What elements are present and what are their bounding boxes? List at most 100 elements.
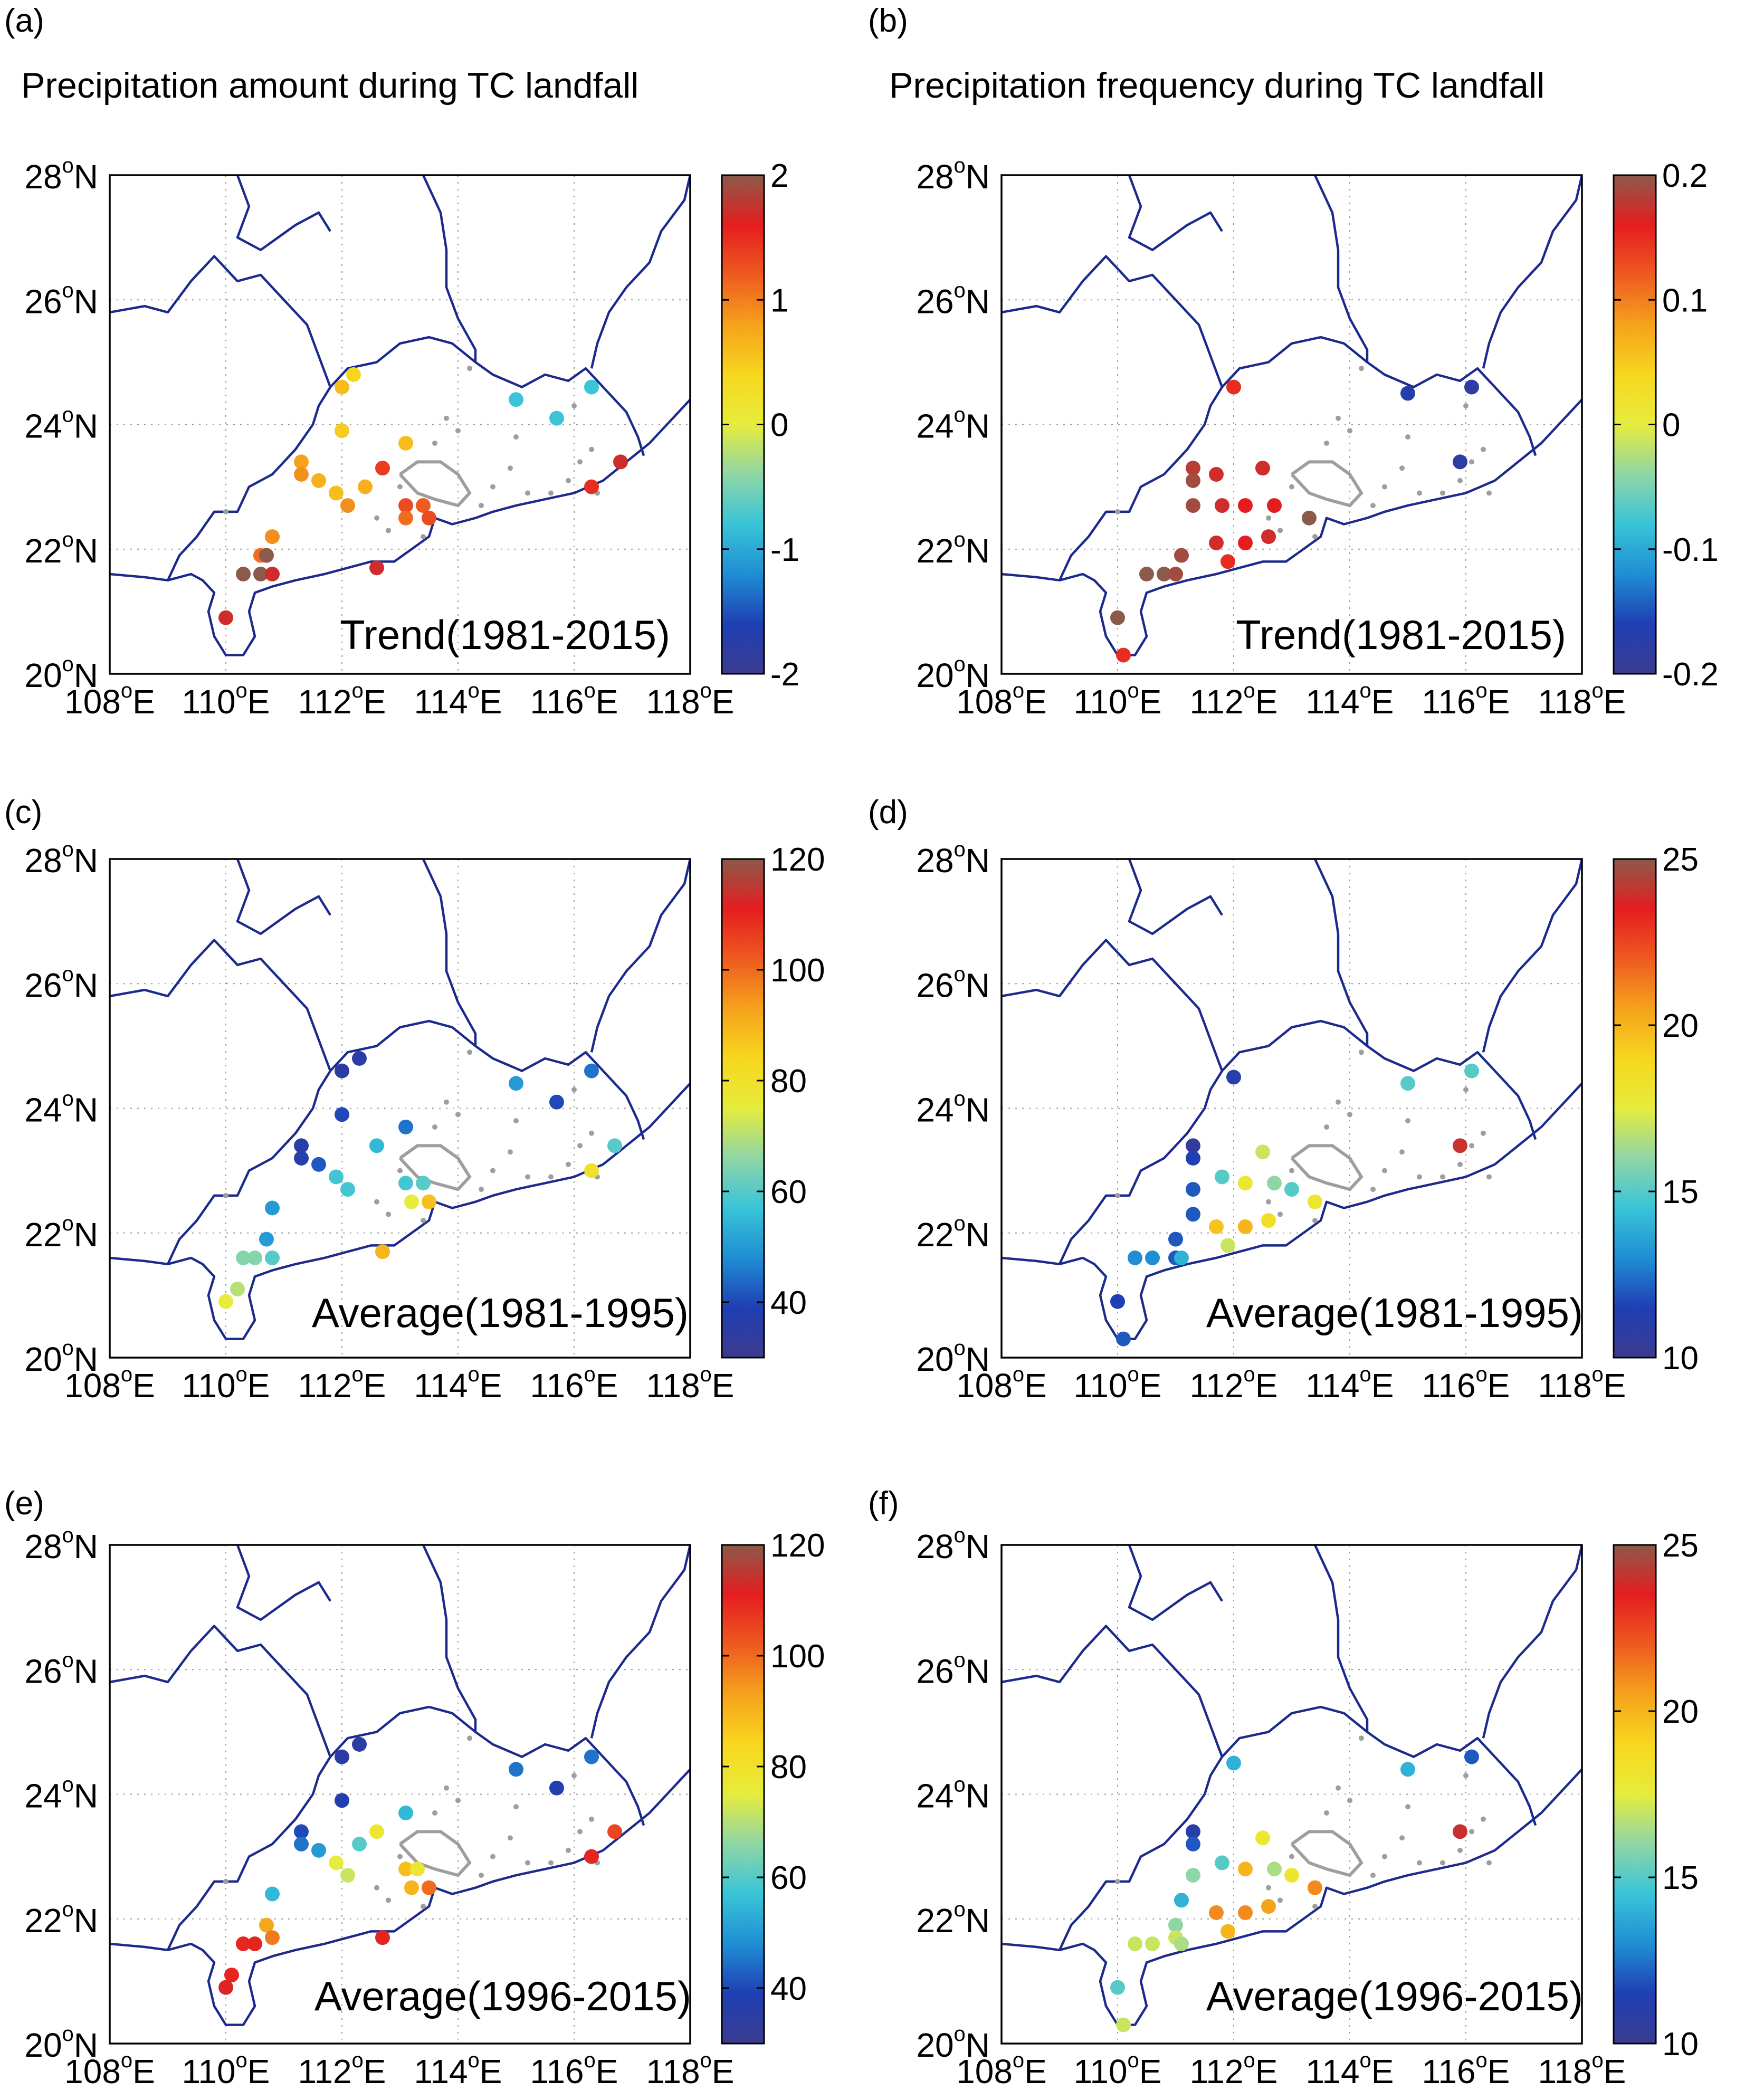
station-marker bbox=[1186, 461, 1200, 476]
station-marker bbox=[265, 567, 280, 581]
station-marker bbox=[1145, 1936, 1160, 1951]
station-marker bbox=[294, 1837, 309, 1851]
panel-label: (f) bbox=[868, 1485, 899, 1522]
lon-tick-label: 110oE bbox=[182, 2049, 270, 2091]
lat-suffix: N bbox=[74, 966, 98, 1004]
gray-station-marker bbox=[1463, 403, 1469, 409]
degree-mark: o bbox=[236, 2049, 247, 2072]
station-marker bbox=[1116, 1331, 1131, 1347]
boundary-line bbox=[110, 1768, 690, 2026]
colorbar-tick-label: 0.1 bbox=[1662, 282, 1708, 319]
lon-tick-label: 118oE bbox=[646, 679, 735, 721]
gray-station-marker bbox=[1481, 446, 1486, 452]
station-marker bbox=[1174, 1893, 1189, 1908]
station-marker bbox=[294, 467, 309, 482]
colorbar-tick-label: 100 bbox=[770, 1638, 825, 1675]
lat-tick-label: 24oN bbox=[24, 404, 98, 445]
map-frame bbox=[109, 174, 691, 675]
degree-mark: o bbox=[954, 1337, 966, 1360]
degree-mark: o bbox=[954, 528, 966, 551]
gray-station-marker bbox=[1359, 1049, 1364, 1055]
map-frame bbox=[1000, 1544, 1583, 2045]
colorbar-tick-label: 10 bbox=[1662, 2026, 1699, 2063]
lat-suffix: N bbox=[966, 1528, 990, 1566]
station-marker bbox=[398, 498, 413, 513]
degree-mark: o bbox=[1128, 2049, 1139, 2072]
gray-station-marker bbox=[455, 1798, 461, 1803]
station-marker bbox=[1220, 1924, 1235, 1939]
lon-tick-label: 110oE bbox=[1074, 1363, 1162, 1405]
station-marker bbox=[329, 1169, 344, 1185]
station-marker bbox=[335, 1063, 349, 1078]
gray-station-marker bbox=[577, 1829, 583, 1835]
station-marker bbox=[1110, 1980, 1125, 1995]
station-marker bbox=[329, 485, 344, 501]
gray-station-marker bbox=[589, 446, 594, 452]
station-marker bbox=[398, 435, 413, 451]
lon-suffix: E bbox=[132, 2053, 155, 2091]
colorbar-tick-label: 80 bbox=[770, 1063, 807, 1100]
gray-station-marker bbox=[1486, 490, 1492, 496]
degree-mark: o bbox=[1476, 2049, 1487, 2072]
degree-mark: o bbox=[1592, 679, 1604, 702]
station-marker bbox=[352, 1737, 367, 1752]
lat-suffix: N bbox=[74, 842, 98, 880]
lon-suffix: E bbox=[247, 1367, 270, 1405]
station-marker bbox=[607, 1824, 622, 1839]
lon-tick-label: 110oE bbox=[182, 679, 270, 721]
degree-mark: o bbox=[954, 1773, 966, 1797]
lon-suffix: E bbox=[1371, 2053, 1394, 2091]
gray-station-marker bbox=[1312, 1218, 1318, 1224]
degree-mark: o bbox=[62, 962, 74, 986]
degree-mark: o bbox=[954, 154, 966, 177]
gray-station-marker bbox=[397, 484, 403, 490]
lon-tick-label: 112oE bbox=[1190, 679, 1278, 721]
lon-suffix: E bbox=[1139, 1367, 1162, 1405]
gray-station-marker bbox=[1440, 1860, 1445, 1866]
station-marker bbox=[1110, 1294, 1125, 1309]
lat-suffix: N bbox=[74, 532, 98, 570]
station-marker bbox=[1267, 1176, 1282, 1191]
degree-mark: o bbox=[121, 1363, 132, 1386]
lon-tick-label: 114oE bbox=[414, 2049, 502, 2091]
lon-tick-label: 112oE bbox=[1190, 2049, 1278, 2091]
lon-suffix: E bbox=[1024, 1367, 1047, 1405]
boundary-line bbox=[1002, 939, 1224, 1072]
station-marker bbox=[1255, 461, 1270, 476]
station-marker bbox=[265, 529, 280, 545]
station-marker bbox=[369, 560, 384, 576]
station-marker bbox=[1308, 1880, 1322, 1895]
station-marker bbox=[422, 1880, 436, 1895]
lat-suffix: N bbox=[966, 282, 990, 320]
station-marker bbox=[1238, 1219, 1253, 1234]
degree-mark: o bbox=[954, 1087, 966, 1111]
station-marker bbox=[1157, 567, 1171, 581]
lon-tick-label: 116oE bbox=[530, 679, 618, 721]
lon-suffix: E bbox=[1255, 1367, 1278, 1405]
lat-tick-label: 28oN bbox=[916, 838, 990, 880]
gray-station-marker bbox=[571, 403, 577, 409]
gray-station-marker bbox=[1289, 1854, 1294, 1859]
lat-tick-label: 28oN bbox=[916, 1524, 990, 1566]
colorbar-tick-label: 0 bbox=[1662, 407, 1680, 444]
station-marker bbox=[398, 1119, 413, 1134]
lat-suffix: N bbox=[966, 158, 990, 196]
gray-station-marker bbox=[548, 1860, 554, 1866]
gray-station-marker bbox=[444, 1099, 449, 1105]
lat-suffix: N bbox=[74, 1652, 98, 1690]
colorbar-tick-label: 40 bbox=[770, 1285, 807, 1321]
station-marker bbox=[1174, 548, 1189, 563]
gray-station-marker bbox=[1370, 1187, 1376, 1192]
gray-station-marker bbox=[1486, 1860, 1492, 1866]
station-marker bbox=[1139, 567, 1154, 581]
degree-mark: o bbox=[700, 1363, 712, 1386]
station-marker bbox=[1261, 1213, 1276, 1228]
station-marker bbox=[375, 1930, 390, 1945]
map-area bbox=[110, 1545, 690, 2044]
panel-label: (c) bbox=[4, 794, 42, 831]
gray-station-marker bbox=[374, 515, 379, 521]
lon-suffix: E bbox=[1487, 683, 1510, 721]
station-marker bbox=[1464, 1063, 1479, 1078]
station-marker bbox=[358, 479, 373, 494]
boundary-line bbox=[1058, 1019, 1537, 1265]
